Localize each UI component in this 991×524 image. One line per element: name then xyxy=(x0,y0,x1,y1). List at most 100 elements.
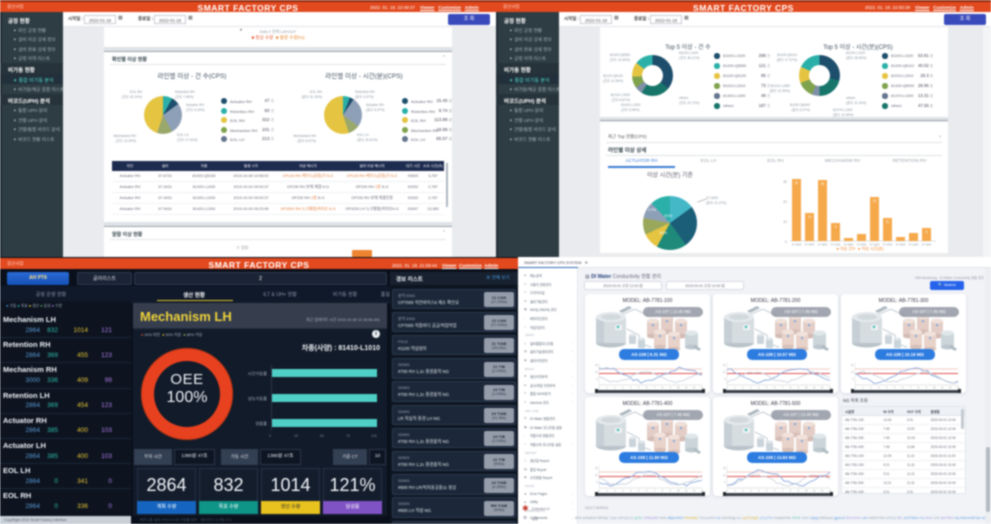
svg-text:0: 0 xyxy=(598,387,600,390)
svg-text:11: 11 xyxy=(813,387,816,390)
svg-text:12: 12 xyxy=(723,474,726,477)
svg-text:8: 8 xyxy=(790,490,792,493)
svg-text:5: 5 xyxy=(766,490,768,493)
svg-text:10: 10 xyxy=(677,387,680,390)
svg-text:0: 0 xyxy=(726,490,728,493)
svg-text:37-4500: 37-4500 xyxy=(844,243,854,247)
svg-text:4: 4 xyxy=(630,387,632,390)
svg-text:11: 11 xyxy=(813,490,816,493)
svg-text:3: 3 xyxy=(622,490,624,493)
svg-text:12: 12 xyxy=(595,474,598,477)
svg-text:6: 6 xyxy=(596,481,598,484)
svg-text:7: 7 xyxy=(782,490,784,493)
svg-text:12: 12 xyxy=(595,371,598,374)
svg-text:7: 7 xyxy=(910,387,912,390)
svg-text:2: 2 xyxy=(870,387,872,390)
svg-text:9: 9 xyxy=(798,490,800,493)
svg-text:12: 12 xyxy=(723,371,726,374)
svg-text:37-3430: 37-3430 xyxy=(805,243,815,247)
svg-text:4: 4 xyxy=(630,490,632,493)
svg-text:12: 12 xyxy=(949,387,952,390)
svg-text:2: 2 xyxy=(614,387,616,390)
svg-text:2: 2 xyxy=(742,490,744,493)
svg-text:30: 30 xyxy=(783,180,787,184)
svg-text:0: 0 xyxy=(726,387,728,390)
svg-text:10: 10 xyxy=(933,387,936,390)
svg-text:37-4600: 37-4600 xyxy=(896,243,906,247)
svg-text:16: 16 xyxy=(851,364,854,367)
svg-text:12: 12 xyxy=(693,387,696,390)
svg-text:8: 8 xyxy=(662,490,664,493)
svg-text:31: 31 xyxy=(795,181,799,185)
svg-text:6: 6 xyxy=(774,490,776,493)
svg-text:6: 6 xyxy=(774,387,776,390)
svg-text:8: 8 xyxy=(918,387,920,390)
svg-text:3: 3 xyxy=(878,387,880,390)
svg-text:37-3400: 37-3400 xyxy=(792,243,802,247)
svg-text:4: 4 xyxy=(758,387,760,390)
svg-text:16: 16 xyxy=(723,467,726,470)
svg-text:0: 0 xyxy=(785,240,787,244)
svg-text:1: 1 xyxy=(734,490,736,493)
svg-text:9: 9 xyxy=(670,490,672,493)
svg-text:22: 22 xyxy=(873,199,877,203)
svg-text:12: 12 xyxy=(821,387,824,390)
svg-text:13: 13 xyxy=(829,490,832,493)
svg-text:37-2600: 37-2600 xyxy=(922,243,932,247)
svg-text:1: 1 xyxy=(862,387,864,390)
svg-text:5: 5 xyxy=(638,387,640,390)
svg-text:3: 3 xyxy=(750,490,752,493)
svg-text:8: 8 xyxy=(790,387,792,390)
svg-text:7: 7 xyxy=(654,387,656,390)
svg-text:9: 9 xyxy=(835,225,837,229)
svg-text:11: 11 xyxy=(886,220,890,224)
svg-text:6: 6 xyxy=(646,387,648,390)
svg-text:6: 6 xyxy=(902,387,904,390)
svg-text:16: 16 xyxy=(595,364,598,367)
svg-text:13: 13 xyxy=(701,387,704,390)
svg-text:7: 7 xyxy=(654,490,656,493)
svg-text:11: 11 xyxy=(685,387,688,390)
svg-text:10: 10 xyxy=(677,490,680,493)
svg-text:6: 6 xyxy=(646,490,648,493)
svg-text:30: 30 xyxy=(821,182,825,186)
svg-text:37-3250: 37-3250 xyxy=(883,243,893,247)
svg-text:1: 1 xyxy=(734,387,736,390)
svg-text:16: 16 xyxy=(723,364,726,367)
svg-text:12: 12 xyxy=(693,490,696,493)
svg-text:6: 6 xyxy=(926,230,928,234)
svg-text:8: 8 xyxy=(662,387,664,390)
svg-text:5: 5 xyxy=(894,387,896,390)
svg-text:12: 12 xyxy=(821,490,824,493)
svg-text:37-3200: 37-3200 xyxy=(870,243,880,247)
svg-text:3: 3 xyxy=(750,387,752,390)
svg-text:6: 6 xyxy=(596,378,598,381)
svg-text:10: 10 xyxy=(805,387,808,390)
svg-text:5: 5 xyxy=(638,490,640,493)
svg-text:10: 10 xyxy=(783,220,787,224)
svg-text:0: 0 xyxy=(598,490,600,493)
svg-text:1: 1 xyxy=(606,490,608,493)
svg-text:3: 3 xyxy=(622,387,624,390)
svg-text:9: 9 xyxy=(670,387,672,390)
svg-text:4: 4 xyxy=(758,490,760,493)
svg-text:11: 11 xyxy=(941,387,944,390)
svg-text:16: 16 xyxy=(595,467,598,470)
svg-text:9: 9 xyxy=(798,387,800,390)
svg-text:5: 5 xyxy=(766,387,768,390)
svg-text:2: 2 xyxy=(614,490,616,493)
svg-text:13: 13 xyxy=(829,387,832,390)
svg-text:11: 11 xyxy=(685,490,688,493)
svg-text:20: 20 xyxy=(783,200,787,204)
svg-text:7: 7 xyxy=(782,387,784,390)
svg-text:2: 2 xyxy=(742,387,744,390)
svg-text:0: 0 xyxy=(854,387,856,390)
svg-text:37-1600: 37-1600 xyxy=(909,243,919,247)
svg-text:4: 4 xyxy=(886,387,888,390)
svg-text:1: 1 xyxy=(606,387,608,390)
svg-text:37-2200: 37-2200 xyxy=(857,243,867,247)
svg-text:13: 13 xyxy=(701,490,704,493)
svg-text:6: 6 xyxy=(724,481,726,484)
svg-text:14: 14 xyxy=(808,215,812,219)
svg-text:10: 10 xyxy=(805,490,808,493)
